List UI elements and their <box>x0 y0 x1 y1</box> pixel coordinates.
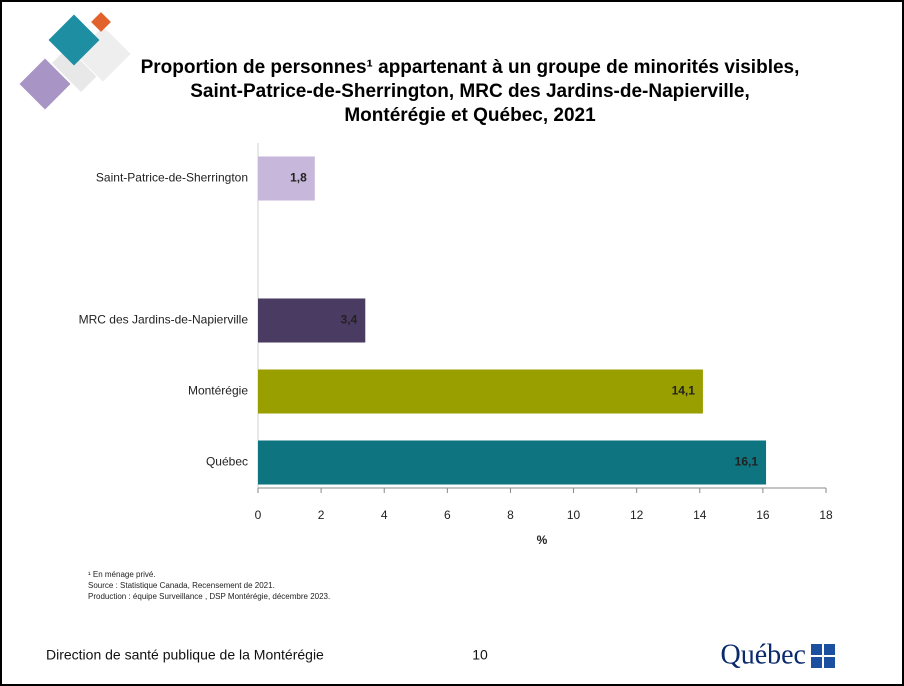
decor-diamond <box>48 14 100 66</box>
page-number: 10 <box>472 647 488 663</box>
footnote: ¹ En ménage privé. <box>88 570 156 579</box>
x-tick-label: 18 <box>819 508 833 522</box>
value-label: 1,8 <box>290 171 307 185</box>
x-tick-label: 10 <box>567 508 581 522</box>
decor-logo <box>19 12 132 110</box>
decor-diamond <box>19 58 71 110</box>
value-label: 14,1 <box>672 384 696 398</box>
x-tick-label: 6 <box>444 508 451 522</box>
flag-square <box>811 657 822 668</box>
y-tick-label: MRC des Jardins-de-Napierville <box>79 313 249 327</box>
y-tick-label: Montérégie <box>188 384 248 398</box>
footer-organization: Direction de santé publique de la Montér… <box>46 647 324 663</box>
quebec-flag <box>811 644 835 668</box>
x-tick-label: 12 <box>630 508 644 522</box>
x-tick-label: 8 <box>507 508 514 522</box>
y-tick-label: Québec <box>206 455 248 469</box>
x-tick-label: 16 <box>756 508 770 522</box>
x-tick-label: 14 <box>693 508 707 522</box>
chart-title: Montérégie et Québec, 2021 <box>344 105 596 126</box>
x-tick-label: 2 <box>318 508 325 522</box>
y-tick-label: Saint-Patrice-de-Sherrington <box>96 171 248 185</box>
value-label: 3,4 <box>341 313 358 327</box>
x-axis-label: % <box>537 533 548 547</box>
x-tick-label: 4 <box>381 508 388 522</box>
flag-square <box>824 644 835 655</box>
footnote: Source : Statistique Canada, Recensement… <box>88 581 275 590</box>
value-label: 16,1 <box>735 455 759 469</box>
quebec-logo: Québec <box>720 639 806 670</box>
decor-diamond <box>91 12 111 32</box>
footnote: Production : équipe Surveillance , DSP M… <box>88 592 330 601</box>
x-tick-label: 0 <box>255 508 262 522</box>
bar <box>258 298 366 343</box>
flag-square <box>811 644 822 655</box>
chart-title: Saint-Patrice-de-Sherrington, MRC des Ja… <box>190 81 750 102</box>
bar <box>258 156 315 201</box>
chart-title: Proportion de personnes¹ appartenant à u… <box>141 57 800 78</box>
bar <box>258 440 767 485</box>
bar <box>258 369 703 414</box>
flag-square <box>824 657 835 668</box>
